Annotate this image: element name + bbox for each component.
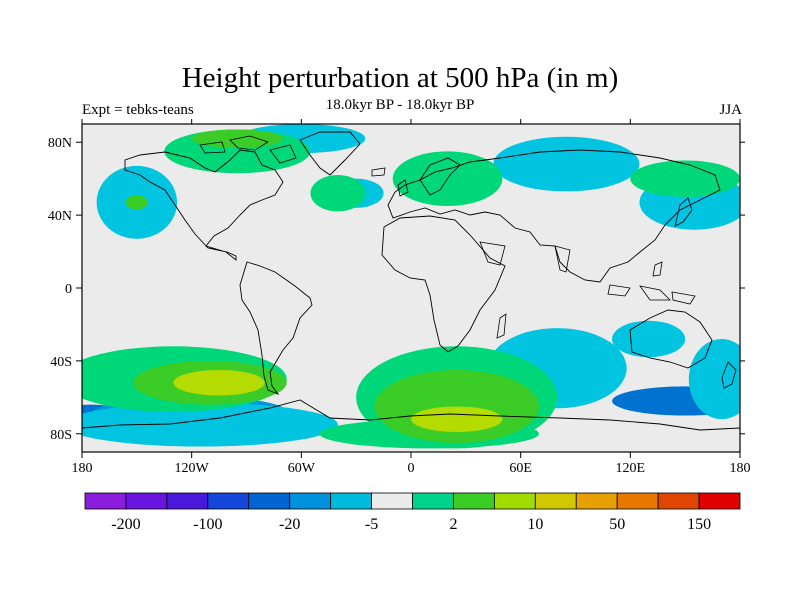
colorbar-label: 150: [687, 516, 711, 533]
colorbar-swatch: [616, 492, 659, 510]
colorbar-swatch: [657, 492, 700, 510]
lon-tick-label: 60E: [509, 461, 532, 476]
colorbar-swatch: [166, 492, 209, 510]
plot-subtitle: 18.0kyr BP - 18.0kyr BP: [325, 97, 475, 113]
contour-region-2-3: [493, 136, 640, 192]
colorbar-swatch: [371, 492, 413, 510]
experiment-label: Expt = tebks-teans: [82, 102, 194, 118]
lat-tick-label: 40N: [48, 209, 72, 224]
lat-tick-label: 0: [65, 282, 72, 297]
contour-fill-layer: [82, 124, 740, 449]
coastlines: [82, 131, 740, 431]
coastline-madagascar: [496, 313, 507, 339]
lat-tick-label: 80N: [48, 136, 72, 151]
lat-tick-label: 80S: [50, 428, 72, 443]
contour-region-10-5: [630, 160, 740, 197]
colorbar-swatch: [207, 492, 250, 510]
season-label: JJA: [719, 102, 742, 118]
colorbar-label: 10: [527, 516, 543, 533]
colorbar-swatch: [575, 492, 618, 510]
colorbar-swatch: [248, 492, 291, 510]
colorbar-swatch: [330, 492, 372, 510]
colorbar: -200 -100 -20 -5 2 10 50 150: [84, 492, 741, 533]
colorbar-label: 2: [449, 516, 457, 533]
coastline-arabia-india: [479, 241, 571, 273]
colorbar-label: -5: [365, 516, 378, 533]
colorbar-swatch: [84, 492, 127, 510]
map-axes: 180 120W 60W 0 60E 120E 180 80N 40N 0 40S 80S: [48, 119, 751, 476]
coastline-maritime-se-asia: [607, 261, 696, 305]
contour-region-2-4: [82, 402, 338, 447]
coastline-north-america: [124, 149, 284, 261]
lon-tick-label: 120W: [175, 461, 210, 476]
lat-tick-label: 40S: [50, 355, 72, 370]
colorbar-label: -20: [279, 516, 300, 533]
lon-tick-label: 180: [72, 461, 93, 476]
lon-tick-label: 180: [730, 461, 751, 476]
contour-region-10-6: [310, 175, 366, 212]
colorbar-label: -100: [193, 516, 222, 533]
colorbar-swatch: [125, 492, 168, 510]
coastline-scandinavia: [419, 157, 461, 196]
coastline-japan: [674, 197, 693, 227]
lon-tick-label: 60W: [288, 461, 316, 476]
colorbar-swatch: [289, 492, 332, 510]
contour-region-2-8: [688, 339, 740, 420]
colorbar-swatch: [453, 492, 495, 510]
plot-title: Height perturbation at 500 hPa (in m): [181, 62, 619, 94]
coastline-antarctica: [82, 399, 740, 431]
coastline-eurasia: [387, 149, 721, 283]
colorbar-swatch: [534, 492, 577, 510]
contour-region-150-1: [411, 406, 503, 432]
coastline-arctic-islands: [199, 135, 297, 164]
lon-tick-label: 0: [408, 461, 415, 476]
contour-region-2-7: [612, 320, 686, 358]
contour-region-150-0: [173, 370, 265, 396]
colorbar-swatch: [698, 492, 741, 510]
contour-region-50-3: [125, 195, 148, 210]
coastline-south-america: [239, 261, 313, 396]
colorbar-swatch: [412, 492, 454, 510]
colorbar-label: -200: [111, 516, 140, 533]
colorbar-label: 50: [609, 516, 625, 533]
colorbar-swatch: [493, 492, 536, 510]
coastline-africa: [381, 215, 506, 353]
coastline-greenland: [299, 131, 361, 176]
lon-tick-label: 120E: [616, 461, 646, 476]
coastline-british-isles: [371, 167, 409, 197]
coastline-australia: [629, 309, 713, 369]
coastline-new-zealand: [721, 361, 737, 389]
